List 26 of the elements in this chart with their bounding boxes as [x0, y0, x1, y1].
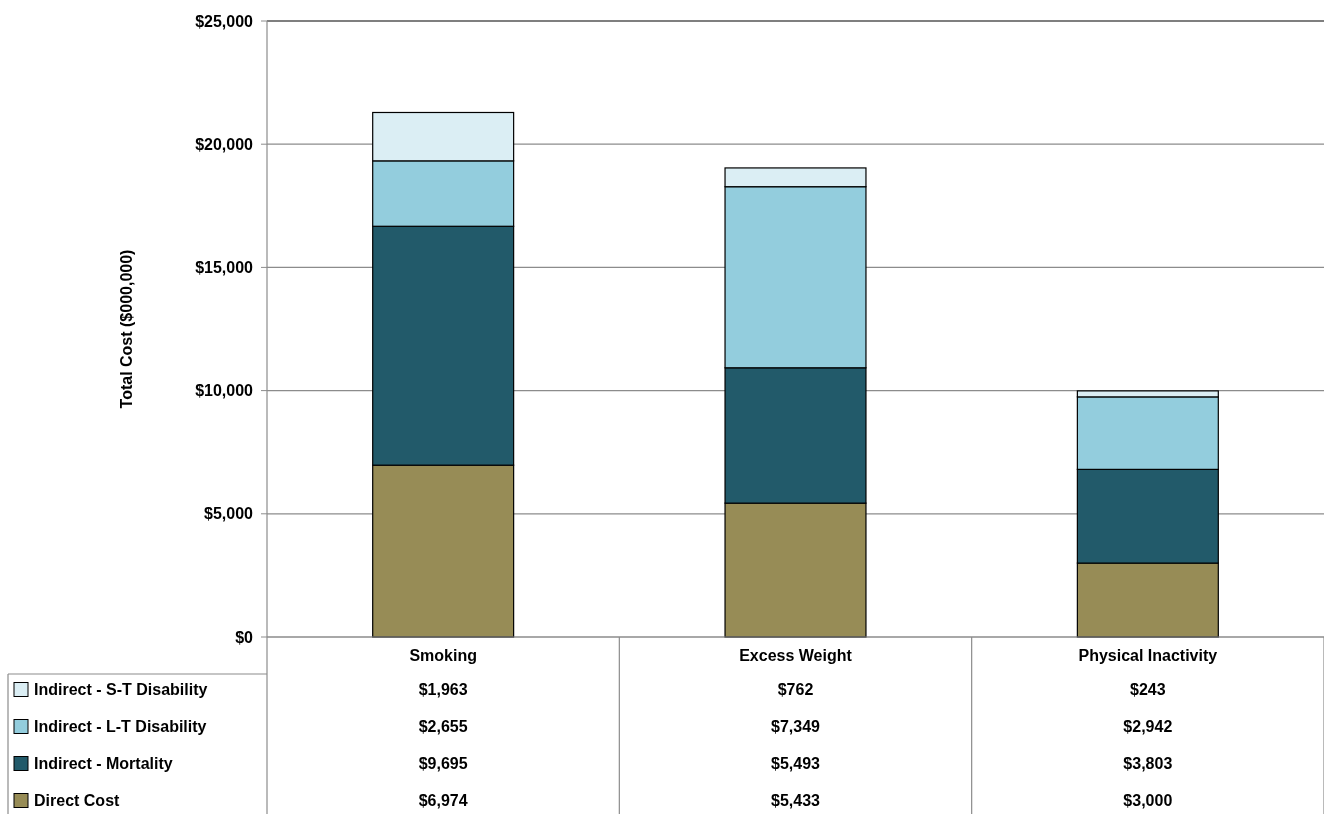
data-label: $5,493 [771, 755, 821, 773]
data-label: $2,655 [418, 718, 468, 736]
data-label: $5,433 [771, 792, 821, 810]
legend-label: Indirect - Mortality [34, 755, 173, 773]
x-tick-label: Physical Inactivity [1078, 647, 1218, 665]
x-tick-label: Smoking [409, 647, 477, 665]
data-label: $1,963 [418, 681, 468, 699]
y-tick-label: $15,000 [195, 259, 254, 276]
data-label: $3,803 [1123, 755, 1173, 773]
data-label: $3,000 [1123, 792, 1173, 810]
y-tick-label: $5,000 [204, 505, 254, 523]
data-label: $7,349 [771, 718, 821, 736]
data-label: $762 [777, 681, 814, 699]
data-label: $9,695 [418, 755, 468, 773]
data-label: $243 [1130, 681, 1166, 699]
y-tick-label: $0 [235, 628, 254, 646]
legend-label: Direct Cost [34, 792, 121, 810]
y-tick-label: $10,000 [195, 382, 254, 400]
legend-label: Indirect - L-T Disability [34, 718, 207, 736]
data-label: $6,974 [418, 792, 468, 810]
data-label: $2,942 [1123, 718, 1173, 736]
legend-label: Indirect - S-T Disability [34, 681, 208, 699]
y-tick-label: $20,000 [195, 135, 254, 153]
y-tick-label: $25,000 [195, 12, 254, 30]
x-tick-label: Excess Weight [739, 647, 853, 665]
y-axis-title: Total Cost ($000,000) [118, 249, 135, 409]
